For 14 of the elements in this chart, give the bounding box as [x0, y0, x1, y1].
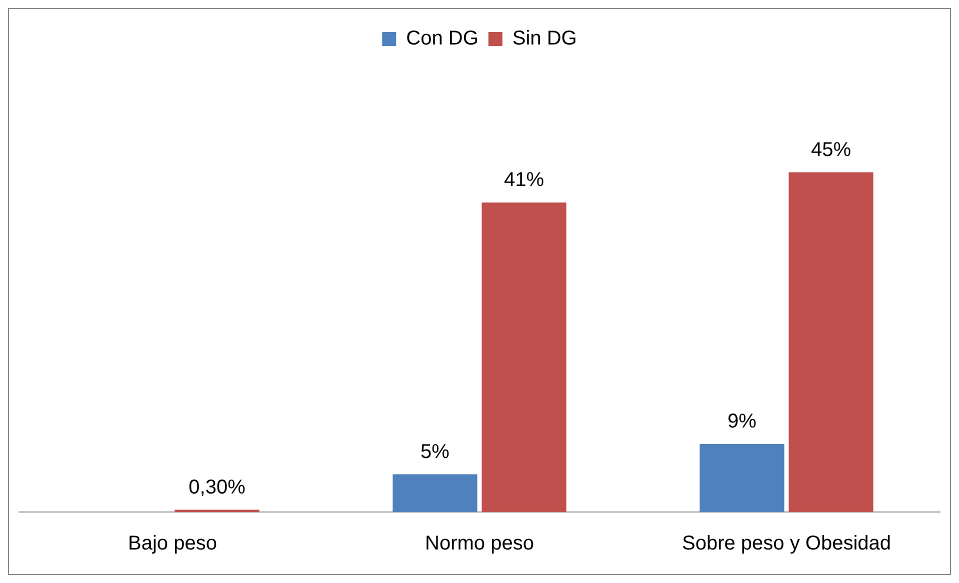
bar	[700, 444, 784, 512]
legend-label: Con DG	[406, 28, 478, 50]
bar	[482, 202, 566, 512]
data-label: 9%	[728, 410, 757, 433]
x-tick-label: Normo peso	[425, 532, 534, 555]
data-label: 41%	[504, 168, 544, 191]
data-label: 45%	[811, 138, 852, 161]
bar	[392, 474, 478, 512]
data-label: 0,30%	[188, 476, 246, 498]
x-tick-label: Sobre peso y Obesidad	[682, 532, 892, 555]
data-label: 5%	[420, 440, 450, 463]
legend-label: Sin DG	[512, 28, 577, 50]
x-tick-label: Bajo peso	[128, 532, 217, 555]
bar	[788, 172, 874, 512]
